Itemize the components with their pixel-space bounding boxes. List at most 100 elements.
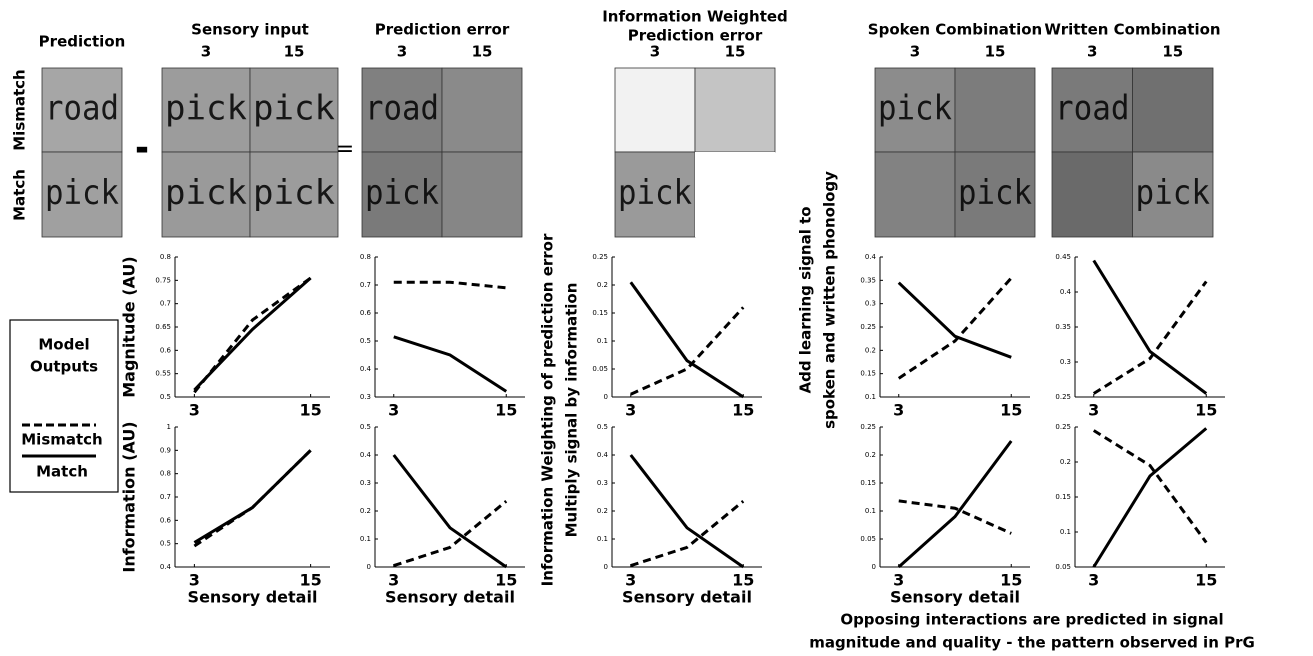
y-tick-label: 0.6 — [360, 309, 372, 317]
y-tick-label: 0.3 — [1060, 358, 1071, 366]
y-tick-label: 0.25 — [860, 323, 876, 331]
panel-column-label: 3 — [1087, 43, 1097, 61]
y-tick-label: 0.7 — [360, 281, 371, 289]
image-tile — [1052, 152, 1133, 237]
x-tick-label: 15 — [1000, 401, 1022, 420]
y-tick-label: 0.05 — [1055, 563, 1071, 571]
y-tick-label: 0.35 — [860, 276, 876, 284]
legend-title: Model — [38, 336, 89, 354]
y-tick-label: 0.2 — [865, 451, 876, 459]
y-tick-label: 0.25 — [592, 253, 608, 261]
operator: = — [336, 137, 354, 162]
y-tick-label: 0 — [872, 563, 876, 571]
panel-column-label: 3 — [397, 43, 407, 61]
x-axis-label: Sensory detail — [622, 588, 752, 607]
series-line — [899, 278, 1012, 378]
series-line — [899, 283, 1012, 358]
row-label: Mismatch — [11, 69, 29, 151]
y-tick-label: 0.9 — [160, 446, 171, 454]
y-tick-label: 0.15 — [860, 479, 876, 487]
panel-column-label: 15 — [472, 43, 493, 61]
y-tick-label: 0.1 — [597, 337, 608, 345]
y-axis-label: Magnitude (AU) — [120, 256, 139, 397]
y-tick-label: 0.2 — [597, 281, 608, 289]
x-tick-label: 3 — [1088, 401, 1099, 420]
y-tick-label: 0.5 — [597, 423, 608, 431]
y-tick-label: 0.1 — [865, 393, 876, 401]
y-tick-label: 0.4 — [360, 365, 372, 373]
figure: PredictionroadpickSensory input315pickpi… — [0, 0, 1313, 656]
y-tick-label: 0.7 — [160, 493, 171, 501]
image-tile — [615, 68, 695, 152]
y-tick-label: 0 — [604, 563, 608, 571]
x-tick-label: 3 — [189, 401, 200, 420]
y-tick-label: 0.05 — [592, 365, 608, 373]
y-tick-label: 0.25 — [860, 423, 876, 431]
y-tick-label: 0.4 — [1060, 288, 1072, 296]
panel-title: Written Combination — [1044, 21, 1220, 39]
y-tick-label: 0.5 — [160, 540, 171, 548]
image-word: road — [45, 89, 119, 129]
series-line — [1094, 261, 1207, 394]
image-word: pick — [618, 173, 692, 213]
image-tile — [442, 68, 522, 152]
panel-title: Sensory input — [191, 21, 309, 39]
image-word: pick — [45, 173, 119, 213]
x-tick-label: 3 — [1088, 571, 1099, 590]
y-tick-label: 0 — [604, 393, 608, 401]
y-tick-label: 0.4 — [865, 253, 877, 261]
panel-title: Prediction — [39, 33, 126, 51]
series-line — [1094, 282, 1207, 394]
page: {"figure": { "panels": [ {"title": ["Pre… — [0, 0, 1313, 656]
image-word: pick — [365, 173, 439, 213]
series-line — [631, 455, 744, 567]
series-line — [1094, 431, 1207, 543]
image-word: pick — [1136, 173, 1211, 213]
y-tick-label: 0.1 — [360, 535, 371, 543]
panel-title: Spoken Combination — [868, 21, 1042, 39]
panel-title: Information Weighted — [602, 8, 788, 26]
y-axis-label: Information (AU) — [120, 421, 139, 572]
y-tick-label: 0.6 — [160, 346, 172, 354]
y-tick-label: 0.7 — [160, 300, 171, 308]
y-tick-label: 0.15 — [1055, 493, 1071, 501]
panel-column-label: 15 — [985, 43, 1006, 61]
panel-column-label: 15 — [1162, 43, 1183, 61]
image-word: pick — [165, 89, 247, 129]
x-tick-label: 3 — [893, 401, 904, 420]
y-tick-label: 0.2 — [360, 507, 371, 515]
y-tick-label: 0.3 — [360, 479, 371, 487]
y-tick-label: 0.6 — [160, 516, 172, 524]
image-tile — [695, 68, 775, 152]
image-tile — [875, 152, 955, 237]
y-tick-label: 0.5 — [160, 393, 171, 401]
side-label: Add learning signal to — [797, 206, 815, 393]
y-tick-label: 0.1 — [865, 507, 876, 515]
panel-column-label: 3 — [201, 43, 211, 61]
y-tick-label: 0.4 — [360, 451, 372, 459]
series-line — [394, 282, 507, 288]
y-tick-label: 0.75 — [155, 276, 171, 284]
y-tick-label: 0.2 — [865, 346, 876, 354]
panel-column-label: 15 — [284, 43, 305, 61]
series-line — [194, 278, 310, 390]
y-tick-label: 0.45 — [1055, 253, 1071, 261]
x-axis-label: Sensory detail — [890, 588, 1020, 607]
x-tick-label: 15 — [299, 401, 321, 420]
y-tick-label: 0.15 — [592, 309, 608, 317]
image-tile — [442, 152, 522, 237]
series-line — [194, 450, 310, 542]
row-label: Match — [11, 169, 29, 221]
image-word: pick — [878, 89, 952, 129]
y-tick-label: 0.1 — [597, 535, 608, 543]
legend-title: Outputs — [30, 358, 98, 376]
x-tick-label: 15 — [1195, 401, 1217, 420]
panel-title: Prediction error — [375, 21, 510, 39]
legend-label: Mismatch — [21, 431, 103, 449]
y-tick-label: 0.65 — [155, 323, 171, 331]
y-tick-label: 0.1 — [1060, 528, 1071, 536]
image-word: pick — [958, 173, 1032, 213]
image-word: pick — [253, 89, 335, 129]
panel-column-label: 3 — [910, 43, 920, 61]
caption: magnitude and quality - the pattern obse… — [809, 634, 1255, 652]
